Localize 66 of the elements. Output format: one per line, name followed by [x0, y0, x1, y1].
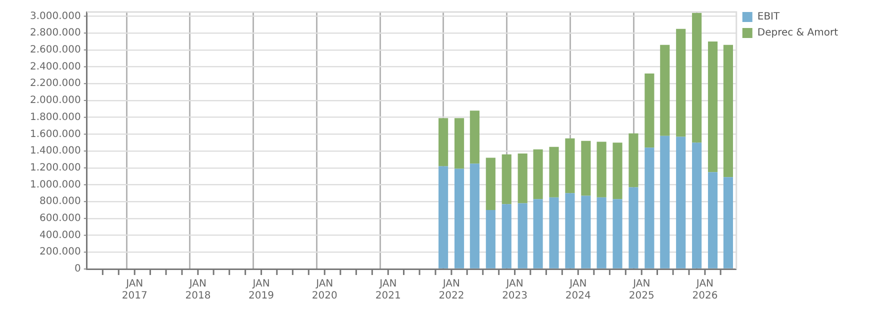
bar [692, 142, 702, 268]
y-tick-label: 0 [74, 264, 81, 275]
bar [565, 193, 575, 268]
bar [502, 154, 512, 204]
bar [676, 28, 686, 137]
bar [612, 142, 622, 200]
bar [454, 118, 464, 169]
y-tick-label: 400.000 [40, 230, 81, 241]
x-tick-label: JAN 2019 [248, 278, 274, 302]
bar [470, 110, 480, 164]
bar [533, 149, 543, 200]
y-tick-label: 800.000 [40, 196, 81, 208]
bar [676, 136, 686, 268]
bar [596, 197, 606, 268]
bar [660, 136, 670, 268]
bar [470, 164, 480, 268]
y-tick-label: 2.400.000 [30, 61, 81, 72]
y-tick-label: 3.000.000 [30, 10, 81, 22]
bar [708, 41, 718, 172]
bar [660, 44, 670, 136]
y-tick-label: 1.800.000 [30, 112, 81, 123]
bar [612, 199, 622, 268]
bar [628, 133, 638, 188]
y-tick-label: 2.200.000 [30, 78, 81, 90]
bar [723, 177, 733, 268]
x-tick-label: JAN 2021 [375, 278, 401, 302]
bar [533, 199, 543, 268]
bar [644, 74, 654, 148]
bar [502, 204, 512, 268]
bar [708, 172, 718, 268]
x-tick-label: JAN 2017 [122, 278, 148, 302]
x-tick-label: JAN 2018 [185, 278, 211, 302]
y-tick-label: 2.800.000 [30, 28, 81, 39]
bar [723, 44, 733, 178]
y-tick-label: 1.000.000 [30, 179, 81, 190]
x-tick-label: JAN 2022 [438, 278, 464, 302]
bar [644, 148, 654, 268]
bar [692, 12, 702, 143]
y-tick-label: 1.600.000 [30, 128, 81, 140]
y-tick-label: 1.400.000 [30, 146, 81, 157]
bar [454, 168, 464, 268]
bar [549, 197, 559, 268]
x-tick-label: JAN 2025 [628, 278, 654, 302]
bar [438, 118, 448, 166]
bar [486, 158, 496, 210]
legend-label: EBIT [757, 12, 780, 23]
bar [628, 187, 638, 268]
y-tick-label: 200.000 [40, 246, 81, 258]
bar [581, 140, 591, 196]
legend-label: Deprec & Amort [757, 28, 838, 39]
x-tick-label: JAN 2026 [692, 278, 718, 302]
y-tick-label: 600.000 [40, 213, 81, 224]
bar [596, 142, 606, 198]
y-tick-label: 2.000.000 [30, 95, 81, 106]
bar [486, 210, 496, 268]
y-tick-label: 2.600.000 [30, 44, 81, 56]
bar [518, 203, 528, 268]
bar [549, 146, 559, 198]
bar [438, 166, 448, 268]
bar [518, 154, 528, 204]
bar [565, 138, 575, 194]
y-tick-label: 1.200.000 [30, 162, 81, 174]
x-tick-label: JAN 2024 [565, 278, 591, 302]
x-tick-label: JAN 2020 [312, 278, 338, 302]
bar [581, 196, 591, 268]
x-tick-label: JAN 2023 [502, 278, 528, 302]
